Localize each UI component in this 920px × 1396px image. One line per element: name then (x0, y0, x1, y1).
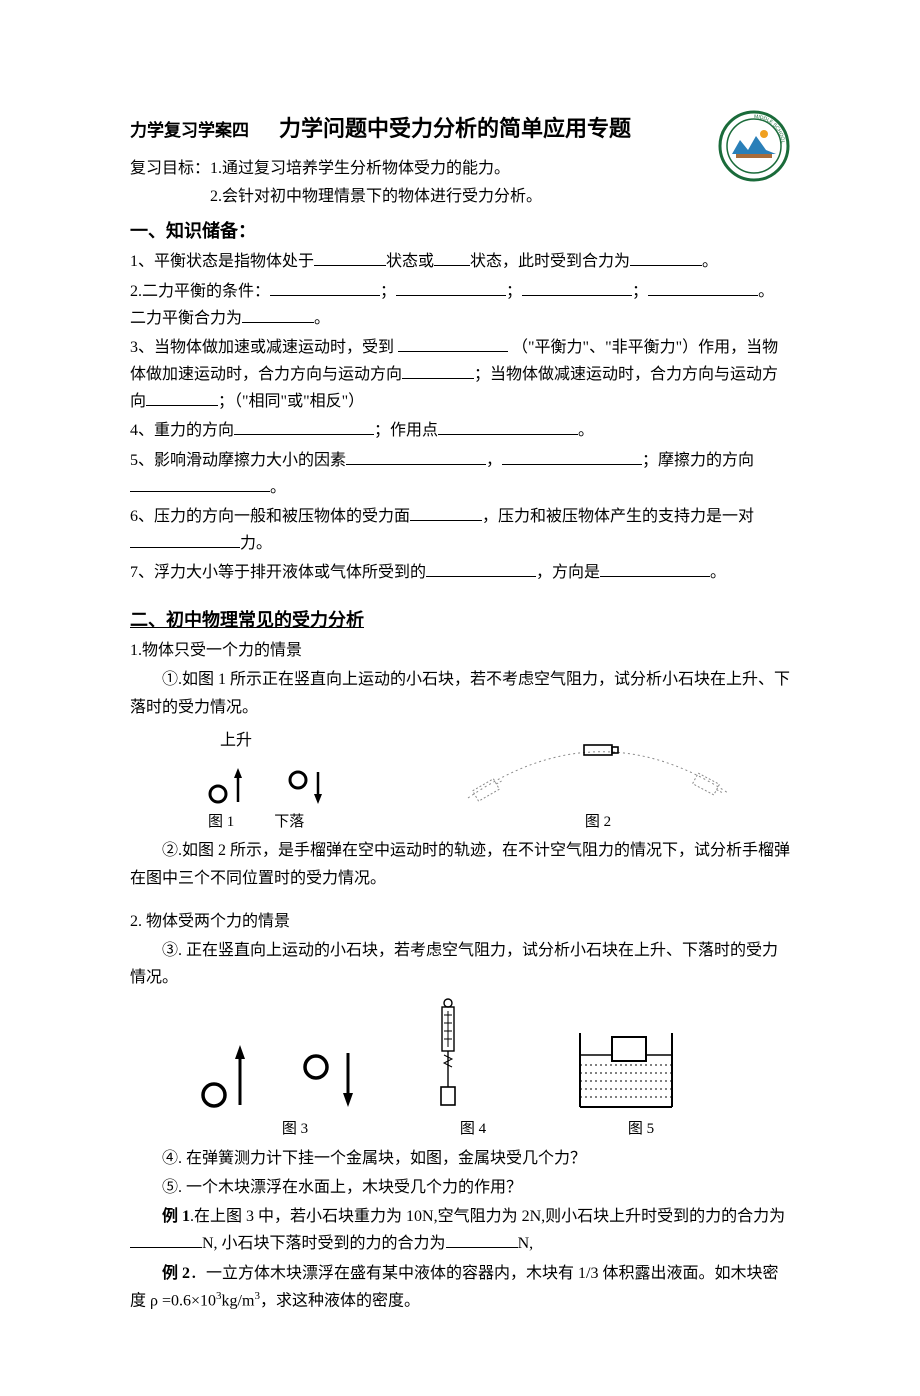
fig3-svg (180, 1031, 390, 1117)
fig1-label: 图 1 (208, 810, 234, 836)
p2c: ⑤. 一个木块漂浮在水面上，木块受几个力的作用？ (130, 1174, 790, 1201)
p1a: ①.如图 1 所示正在竖直向上运动的小石块，若不考虑空气阻力，试分析小石块在上升… (130, 666, 790, 720)
blank (242, 307, 314, 323)
blank (410, 505, 482, 521)
q7: 7、浮力大小等于排开液体或气体所受到的，方向是。 (130, 559, 790, 586)
p1: 1.物体只受一个力的情景 (130, 637, 790, 664)
blank (130, 476, 270, 492)
fig1-up-label: 上升 (190, 727, 420, 754)
school-logo: MIDDLE SCHOOL (718, 110, 790, 182)
goals-line2: 2.会针对初中物理情景下的物体进行受力分析。 (130, 183, 790, 210)
fig2-label: 图 2 (448, 810, 748, 836)
p1b: ②.如图 2 所示，是手榴弹在空中运动时的轨迹，在不计空气阻力的情况下，试分析手… (130, 837, 790, 891)
q4: 4、重力的方向；作用点。 (130, 417, 790, 444)
blank (402, 363, 474, 379)
subtitle: 力学复习学案四 (130, 117, 249, 146)
blank (314, 250, 386, 266)
blank (438, 419, 578, 435)
goals-line1: 复习目标：1.通过复习培养学生分析物体受力的能力。 (130, 155, 790, 182)
blank (434, 250, 470, 266)
blank (346, 449, 486, 465)
section2-head: 二、初中物理常见的受力分析 (130, 605, 790, 636)
blank (146, 390, 218, 406)
ex1-label: 例 1 (162, 1208, 190, 1225)
figure-row-2: 图 3 图 4 (130, 997, 790, 1143)
ex2-label: 例 2 (162, 1265, 190, 1282)
fig5-label: 图 5 (566, 1117, 716, 1143)
fig3-label: 图 3 (180, 1117, 410, 1143)
blank (600, 561, 710, 577)
q2: 2.二力平衡的条件：；；；。二力平衡合力为。 (130, 278, 790, 332)
blank (130, 1232, 202, 1248)
section1-head: 一、知识储备： (130, 216, 790, 247)
ex1: 例 1.在上图 3 中，若小石块重力为 10N,空气阻力为 2N,则小石块上升时… (130, 1203, 790, 1257)
figure-row-1: 上升 图 1 下落 (130, 727, 790, 836)
ex2: 例 2．一立方体木块漂浮在盛有某中液体的容器内，木块有 1/3 体积露出液面。如… (130, 1260, 790, 1315)
q6: 6、压力的方向一般和被压物体的受力面，压力和被压物体产生的支持力是一对力。 (130, 503, 790, 557)
fig2-svg (448, 738, 748, 810)
blank (270, 280, 380, 296)
blank (502, 449, 642, 465)
blank (446, 1232, 518, 1248)
blank (398, 336, 508, 352)
blank (234, 419, 374, 435)
p2a: ③. 正在竖直向上运动的小石块，若考虑空气阻力，试分析小石块在上升、下落时的受力… (130, 937, 790, 991)
fig4-svg (418, 997, 478, 1117)
blank (396, 280, 506, 296)
p2b: ④. 在弹簧测力计下挂一个金属块，如图，金属块受几个力？ (130, 1145, 790, 1172)
blank (130, 532, 240, 548)
q3: 3、当物体做加速或减速运动时，受到 （"平衡力"、"非平衡力"）作用，当物体做加… (130, 334, 790, 416)
fig4-label: 图 4 (418, 1117, 528, 1143)
fig1-down-label: 下落 (274, 810, 304, 836)
blank (630, 250, 702, 266)
blank (426, 561, 536, 577)
main-title: 力学问题中受力分析的简单应用专题 (279, 110, 631, 147)
blank (522, 280, 632, 296)
fig5-svg (566, 1027, 686, 1117)
blank (648, 280, 758, 296)
p2: 2. 物体受两个力的情景 (130, 908, 790, 935)
q1: 1、平衡状态是指物体处于状态或状态，此时受到合力为。 (130, 248, 790, 275)
q5: 5、影响滑动摩擦力大小的因素，；摩擦力的方向 。 (130, 447, 790, 501)
fig1-svg (190, 754, 370, 810)
